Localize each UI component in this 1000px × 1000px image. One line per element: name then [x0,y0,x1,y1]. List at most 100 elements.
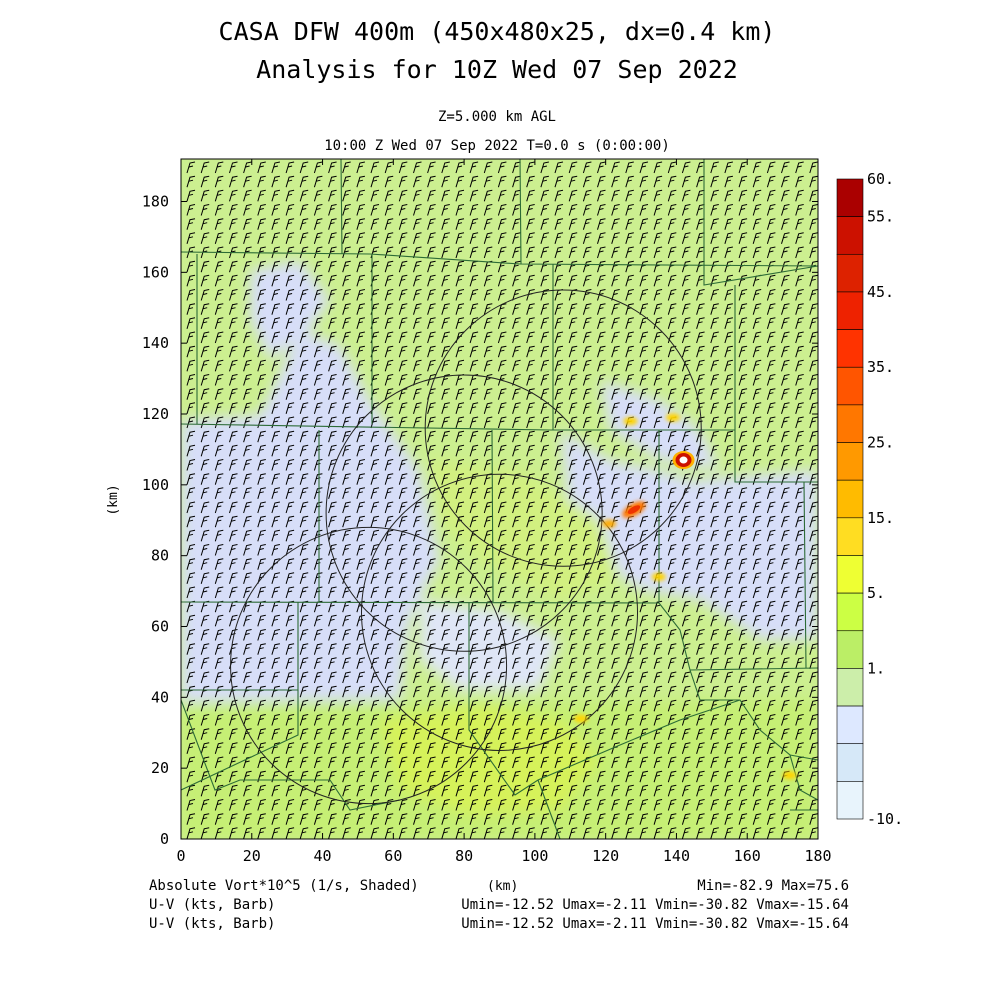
colorbar-label: 35. [867,358,894,376]
colorbar-segment [836,366,864,406]
county-line [491,429,494,603]
colorbar-segment [836,291,864,330]
vorticity-cell [651,572,666,581]
vorticity-cell [782,771,797,780]
radar-ring [424,289,702,567]
county-line [537,779,561,839]
x-tick-label: 180 [804,847,831,865]
colorbar-label: 60. [867,170,894,188]
colorbar-label: 55. [867,208,894,226]
vorticity-cell-core [627,505,641,514]
colorbar-segment [836,329,864,368]
county-line [658,602,818,671]
y-tick-label: 160 [142,263,169,281]
x-tick-label: 60 [384,847,402,865]
radar-ring [325,374,603,652]
colorbar-segment [836,479,864,519]
vortex-center [679,456,688,464]
colorbar-segment [836,705,864,745]
x-tick-label: 160 [734,847,761,865]
barb-field [186,161,818,839]
colorbar-segment [836,253,864,293]
vorticity-cell [573,714,588,723]
county-line [181,699,401,811]
colorbar-segment [836,630,864,669]
vorticity-cell [665,413,680,422]
colorbar-label: -10. [867,810,903,828]
county-line [181,423,735,431]
county-line [181,601,660,604]
low-vort-region-se [420,600,560,690]
y-tick-label: 80 [151,547,169,565]
colorbar-segment [836,216,864,255]
y-tick-label: 20 [151,759,169,777]
colorbar: 60. 55. 45. 35. 25. 15. 5. 1. -10. [836,170,903,828]
x-tick-label: 140 [663,847,690,865]
barb-stats-2: Umin=-12.52 Umax=-2.11 Vmin=-30.82 Vmax=… [461,916,849,932]
y-axis-label: (km) [106,484,121,515]
y-tick-label: 140 [142,334,169,352]
county-line [734,430,818,483]
colorbar-segment [836,404,864,443]
y-tick-label: 0 [160,830,169,848]
x-tick-label: 120 [592,847,619,865]
colorbar-label: 5. [867,584,885,602]
county-boundaries [181,159,818,839]
barb-label-1: U-V (kts, Barb) [149,897,275,913]
colorbar-segment [836,178,864,217]
x-tick-label: 100 [521,847,548,865]
colorbar-segment [836,442,864,481]
colorbar-segment [836,517,864,556]
barb-label-2: U-V (kts, Barb) [149,916,275,932]
x-axis: 0 20 40 60 80 100 120 140 160 180 [176,159,832,865]
county-line [181,251,818,267]
radar-ring [230,526,508,805]
x-axis-label: (km) [487,879,518,894]
chart-subtitle: Analysis for 10Z Wed 07 Sep 2022 [256,55,738,84]
radar-ring [360,473,639,751]
plot-area [181,159,818,839]
colorbar-label: 15. [867,509,894,527]
x-tick-label: 40 [314,847,332,865]
colorbar-segment [836,668,864,707]
vorticity-features [573,413,797,780]
x-tick-label: 80 [455,847,473,865]
colorbar-label: 25. [867,434,894,452]
x-tick-label: 20 [243,847,261,865]
field-label: Absolute Vort*10^5 (1/s, Shaded) [149,878,419,894]
minmax-label: Min=-82.9 Max=75.6 [697,878,849,894]
vorticity-cell [602,519,617,528]
county-line [519,159,522,265]
colorbar-segment [836,743,864,782]
level-label: Z=5.000 km AGL [438,109,556,125]
low-vort-region-center [300,420,380,620]
county-line [689,669,740,701]
county-line [799,789,818,801]
colorbar-segment [836,592,864,632]
county-line [789,754,818,761]
county-line [340,159,343,255]
y-tick-label: 180 [142,193,169,211]
y-tick-label: 60 [151,618,169,636]
y-axis: 0 20 40 60 80 100 120 140 160 180 [142,193,818,848]
chart-title: CASA DFW 400m (450x480x25, dx=0.4 km) [219,17,776,46]
y-tick-label: 120 [142,405,169,423]
county-line [803,481,807,669]
colorbar-segment [836,555,864,594]
high-vort-band-mid [430,460,620,600]
colorbar-label: 1. [867,659,885,677]
plot-frame [180,158,819,840]
colorbar-segment [836,781,864,820]
low-vort-region-ne [600,380,720,470]
radar-range-rings [230,289,702,805]
wind-barbs [186,161,818,839]
valid-time-label: 10:00 Z Wed 07 Sep 2022 T=0.0 s (0:00:00… [324,138,670,154]
barb-stats-1: Umin=-12.52 Umax=-2.11 Vmin=-30.82 Vmax=… [461,897,849,913]
y-tick-label: 40 [151,688,169,706]
county-line [468,603,801,796]
colorbar-label: 45. [867,283,894,301]
county-line [181,690,299,791]
vorticity-cell [623,417,638,426]
